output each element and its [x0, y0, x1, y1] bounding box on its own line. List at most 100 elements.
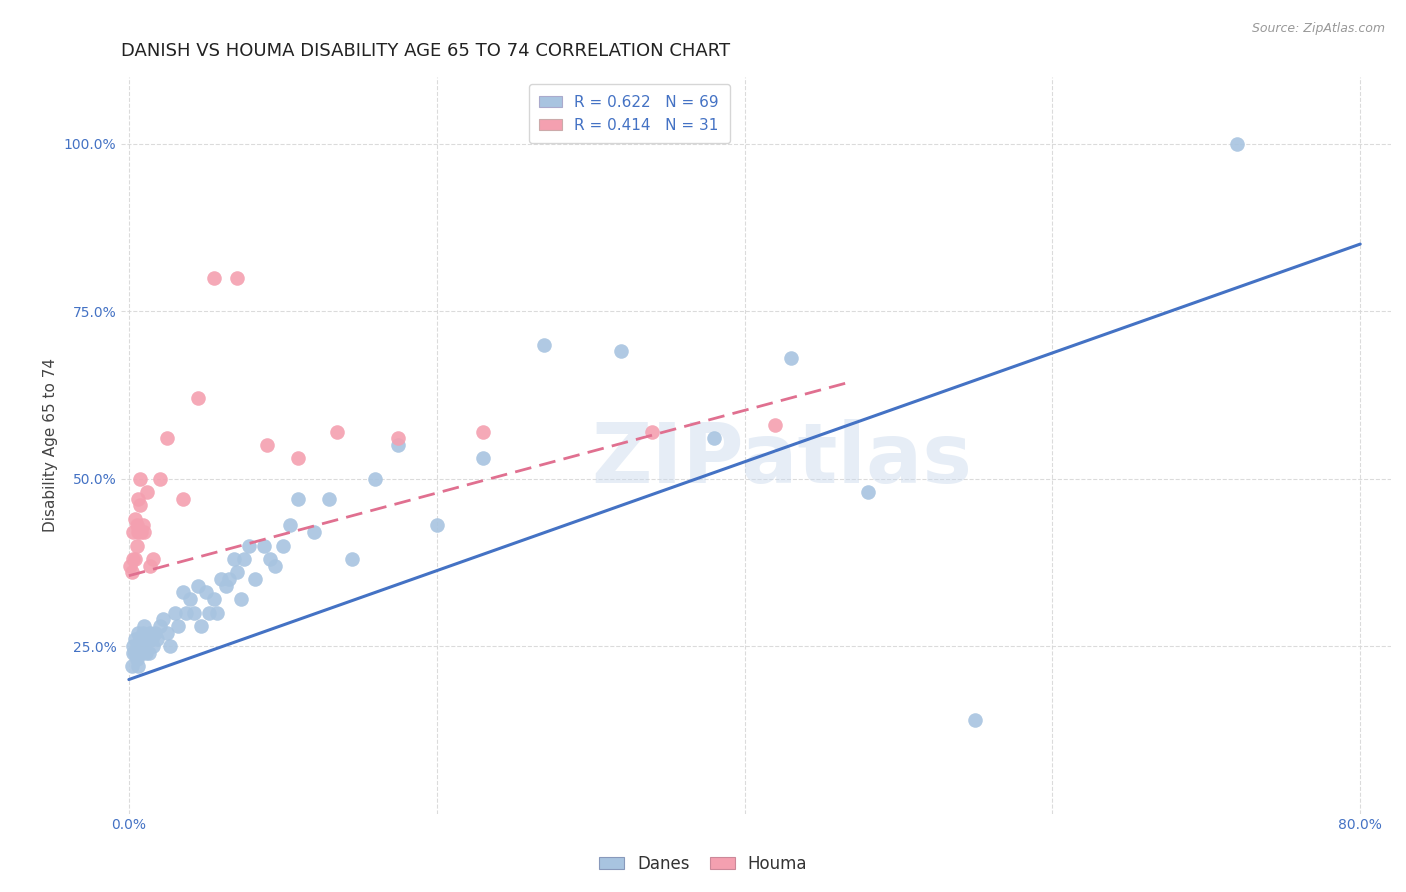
Point — [190, 619, 212, 633]
Point — [129, 525, 152, 540]
Text: DANISH VS HOUMA DISABILITY AGE 65 TO 74 CORRELATION CHART: DANISH VS HOUMA DISABILITY AGE 65 TO 74 … — [121, 42, 730, 60]
Point — [138, 646, 160, 660]
Point — [209, 572, 232, 586]
Point — [779, 351, 801, 365]
Point — [167, 619, 190, 633]
Point — [159, 639, 181, 653]
Point — [142, 639, 165, 653]
Point — [225, 566, 247, 580]
Point — [187, 579, 209, 593]
Point — [610, 344, 633, 359]
Point — [124, 552, 146, 566]
Point — [364, 472, 387, 486]
Point — [125, 652, 148, 666]
Point — [471, 451, 494, 466]
Point — [122, 639, 145, 653]
Point — [142, 552, 165, 566]
Point — [120, 558, 142, 573]
Point — [222, 552, 245, 566]
Point — [641, 425, 664, 439]
Point — [202, 592, 225, 607]
Point — [128, 646, 150, 660]
Point — [1226, 136, 1249, 151]
Point — [264, 558, 287, 573]
Point — [202, 270, 225, 285]
Point — [533, 337, 555, 351]
Point — [174, 606, 197, 620]
Point — [253, 539, 276, 553]
Point — [205, 606, 228, 620]
Point — [143, 625, 166, 640]
Point — [259, 552, 281, 566]
Point — [152, 612, 174, 626]
Point — [149, 619, 172, 633]
Point — [302, 525, 325, 540]
Point — [121, 659, 143, 673]
Point — [179, 592, 201, 607]
Point — [124, 512, 146, 526]
Point — [215, 579, 238, 593]
Point — [139, 558, 162, 573]
Point — [183, 606, 205, 620]
Point — [128, 499, 150, 513]
Point — [136, 632, 159, 647]
Point — [172, 585, 194, 599]
Point — [136, 485, 159, 500]
Point — [125, 518, 148, 533]
Point — [163, 606, 186, 620]
Point — [125, 639, 148, 653]
Point — [127, 525, 149, 540]
Text: ZIPatlas: ZIPatlas — [591, 419, 972, 500]
Point — [238, 539, 260, 553]
Point — [231, 592, 253, 607]
Point — [135, 646, 157, 660]
Point — [225, 270, 247, 285]
Point — [129, 646, 152, 660]
Point — [287, 451, 309, 466]
Point — [426, 518, 449, 533]
Point — [763, 417, 786, 432]
Point — [172, 491, 194, 506]
Point — [325, 425, 347, 439]
Point — [125, 539, 148, 553]
Point — [122, 525, 145, 540]
Legend: R = 0.622   N = 69, R = 0.414   N = 31: R = 0.622 N = 69, R = 0.414 N = 31 — [529, 84, 730, 144]
Point — [121, 566, 143, 580]
Point — [471, 425, 494, 439]
Point — [965, 713, 987, 727]
Point — [139, 625, 162, 640]
Point — [218, 572, 240, 586]
Point — [149, 472, 172, 486]
Point — [129, 632, 152, 647]
Point — [145, 632, 167, 647]
Point — [233, 552, 256, 566]
Point — [141, 632, 163, 647]
Point — [387, 438, 409, 452]
Point — [132, 518, 155, 533]
Point — [134, 525, 156, 540]
Point — [156, 625, 179, 640]
Point — [127, 491, 149, 506]
Point — [271, 539, 294, 553]
Point — [128, 472, 150, 486]
Point — [340, 552, 363, 566]
Point — [134, 619, 156, 633]
Point — [122, 646, 145, 660]
Point — [243, 572, 266, 586]
Point — [187, 391, 209, 405]
Point — [280, 518, 302, 533]
Point — [124, 646, 146, 660]
Text: Source: ZipAtlas.com: Source: ZipAtlas.com — [1251, 22, 1385, 36]
Point — [387, 431, 409, 445]
Point — [198, 606, 221, 620]
Legend: Danes, Houma: Danes, Houma — [592, 848, 814, 880]
Point — [256, 438, 278, 452]
Point — [128, 632, 150, 647]
Point — [134, 639, 156, 653]
Point — [703, 431, 725, 445]
Point — [287, 491, 309, 506]
Point — [127, 659, 149, 673]
Y-axis label: Disability Age 65 to 74: Disability Age 65 to 74 — [44, 358, 58, 532]
Point — [318, 491, 340, 506]
Point — [132, 625, 155, 640]
